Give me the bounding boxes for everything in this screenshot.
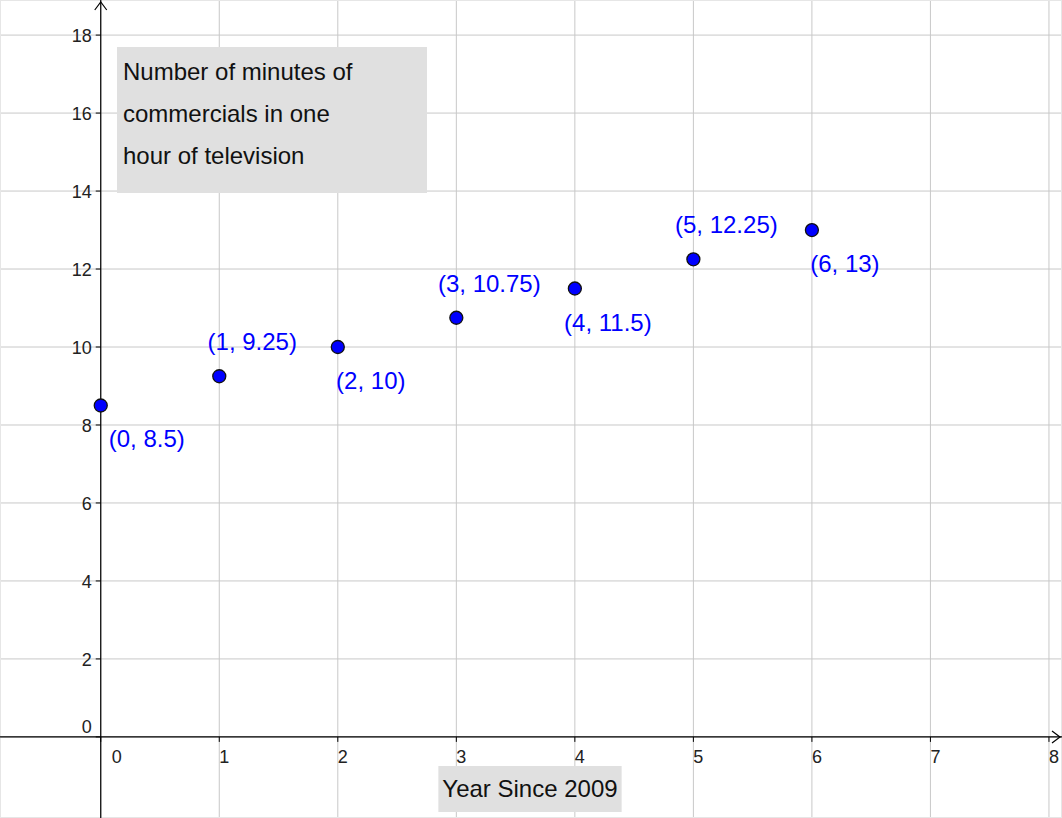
x-tick-label: 2: [338, 747, 348, 767]
x-axis-label-box: [438, 766, 621, 812]
x-tick-label: 8: [1049, 747, 1059, 767]
x-tick-label: 1: [219, 747, 229, 767]
point-label: (0, 8.5): [109, 425, 185, 452]
x-tick-label: 3: [456, 747, 466, 767]
y-grid-line: [0, 347, 1062, 348]
x-grid-line: [930, 0, 931, 818]
y-axis-arrow: [95, 2, 107, 10]
y-tick-label: 14: [72, 182, 92, 202]
point: [450, 311, 463, 324]
title-line: commercials in one: [123, 100, 330, 127]
y-tick: [96, 658, 101, 659]
y-tick-label: 2: [82, 650, 92, 670]
title-line: hour of television: [123, 142, 304, 169]
y-grid-line: [0, 502, 1062, 503]
x-tick: [811, 737, 812, 742]
y-tick-label: 0: [82, 717, 92, 737]
y-grid-line: [0, 580, 1062, 581]
point: [568, 282, 581, 295]
point-label: (6, 13): [810, 250, 879, 277]
y-tick: [96, 502, 101, 503]
title-group: Number of minutes of commercials in one ho…: [117, 47, 427, 193]
x-grid-line: [693, 0, 694, 818]
y-tick-label: 8: [82, 416, 92, 436]
x-tick: [930, 737, 931, 742]
y-tick-label: 4: [82, 572, 92, 592]
points: [94, 224, 818, 412]
x-tick: [100, 737, 101, 742]
x-tick: [693, 737, 694, 742]
x-axis-label: Year Since 2009: [442, 775, 617, 802]
x-axis: [0, 736, 1062, 737]
y-tick: [96, 269, 101, 270]
point: [805, 224, 818, 237]
x-tick-label: 5: [693, 747, 703, 767]
y-grid-line: [0, 736, 1062, 737]
x-tick-label: 7: [930, 747, 940, 767]
y-grid-line: [0, 658, 1062, 659]
x-tick: [337, 737, 338, 742]
point-label: (1, 9.25): [208, 328, 297, 355]
x-tick: [456, 737, 457, 742]
title: Number of minutes of commercials in one ho…: [123, 58, 353, 169]
title-line: Number of minutes of: [123, 58, 353, 85]
x-tick-label: 0: [112, 747, 122, 767]
x-grid-line: [574, 0, 575, 818]
x-tick: [1048, 737, 1049, 742]
x-axis-arrow: [1052, 731, 1060, 743]
y-tick-label: 16: [72, 104, 92, 124]
y-tick: [96, 347, 101, 348]
y-tick-label: 10: [72, 338, 92, 358]
point: [687, 253, 700, 266]
plot-frame: [1, 1, 1062, 818]
point-label: (2, 10): [336, 367, 405, 394]
x-grid-line: [1048, 0, 1049, 818]
y-tick: [96, 736, 101, 737]
point: [331, 341, 344, 354]
chart: 012345678024681012141618(0, 8.5)(1, 9.25…: [0, 0, 1062, 818]
x-grid-line: [811, 0, 812, 818]
x-tick-label: 4: [575, 747, 585, 767]
y-tick-label: 18: [72, 26, 92, 46]
point-label: (5, 12.25): [675, 211, 778, 238]
point-label: (4, 11.5): [564, 309, 652, 336]
y-tick-label: 6: [82, 494, 92, 514]
x-tick: [574, 737, 575, 742]
y-tick: [96, 424, 101, 425]
x-grid-line: [456, 0, 457, 818]
y-tick: [96, 113, 101, 114]
x-tick-label: 6: [812, 747, 822, 767]
y-tick: [96, 35, 101, 36]
x-tick: [219, 737, 220, 742]
title-box: [117, 47, 427, 193]
background: [0, 0, 1062, 818]
y-tick: [96, 580, 101, 581]
y-tick-label: 12: [72, 260, 92, 280]
point: [94, 399, 107, 412]
point-label: (3, 10.75): [438, 270, 541, 297]
page: {"chart_data": {"type": "scatter", "titl…: [0, 0, 1062, 818]
y-tick: [96, 191, 101, 192]
point: [213, 370, 226, 383]
y-grid-line: [0, 35, 1062, 36]
